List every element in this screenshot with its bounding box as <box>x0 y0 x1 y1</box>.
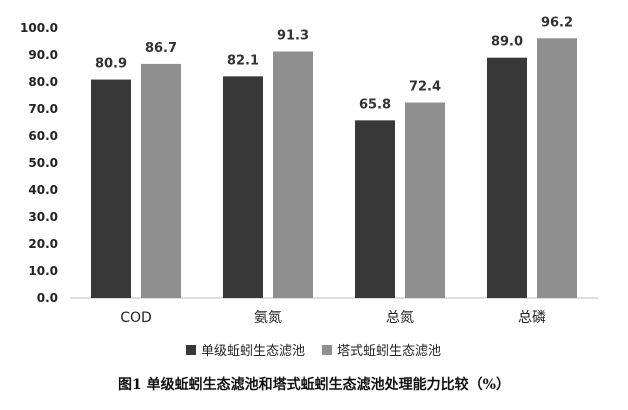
y-tick-label: 80.0 <box>28 75 58 89</box>
y-tick-label: 30.0 <box>28 210 58 224</box>
y-axis: 0.0 10.0 20.0 30.0 40.0 50.0 60.0 70.0 80.0 90.0 1… <box>20 21 58 305</box>
legend-swatch-series-2 <box>322 345 332 355</box>
bar-2-2 <box>273 51 313 298</box>
x-axis: COD 氨氮 总氮 总磷 <box>70 297 598 326</box>
figure-caption: 图1 单级蚯蚓生态滤池和塔式蚯蚓生态滤池处理能力比较（%） <box>118 376 510 393</box>
bars <box>91 38 577 299</box>
x-tick-label: 总磷 <box>518 310 546 326</box>
data-label: 89.0 <box>491 35 523 50</box>
data-labels: 80.9 86.7 82.1 91.3 65.8 72.4 89.0 96.2 <box>95 15 573 112</box>
data-label: 82.1 <box>227 53 259 68</box>
x-tick-label: 总氮 <box>386 310 414 326</box>
legend: 单级蚯蚓生态滤池 塔式蚯蚓生态滤池 <box>186 344 441 359</box>
y-tick-label: 10.0 <box>28 264 58 278</box>
y-tick-label: 100.0 <box>20 21 58 35</box>
data-label: 91.3 <box>277 28 309 43</box>
data-label: 65.8 <box>359 97 391 112</box>
bar-1-2 <box>223 76 263 298</box>
bar-1-4 <box>487 57 527 299</box>
bar-2-3 <box>405 102 445 299</box>
legend-swatch-series-1 <box>186 345 196 355</box>
legend-label-series-1: 单级蚯蚓生态滤池 <box>201 344 305 359</box>
x-tick-label: 氨氮 <box>254 310 282 326</box>
bar-2-4 <box>537 38 577 298</box>
data-label: 96.2 <box>541 15 573 30</box>
y-tick-label: 20.0 <box>28 237 58 251</box>
bar-1-3 <box>355 120 395 298</box>
bar-1-1 <box>91 79 131 298</box>
bar-2-1 <box>141 63 181 298</box>
data-label: 80.9 <box>95 57 127 72</box>
x-tick-label: COD <box>120 310 152 326</box>
data-label: 72.4 <box>409 80 441 95</box>
y-tick-label: 90.0 <box>28 48 58 62</box>
y-tick-label: 50.0 <box>28 156 58 170</box>
y-tick-label: 40.0 <box>28 183 58 197</box>
y-tick-label: 60.0 <box>28 129 58 143</box>
y-tick-label: 0.0 <box>37 291 58 305</box>
data-label: 86.7 <box>145 41 177 56</box>
y-tick-label: 70.0 <box>28 102 58 116</box>
legend-label-series-2: 塔式蚯蚓生态滤池 <box>337 344 441 359</box>
